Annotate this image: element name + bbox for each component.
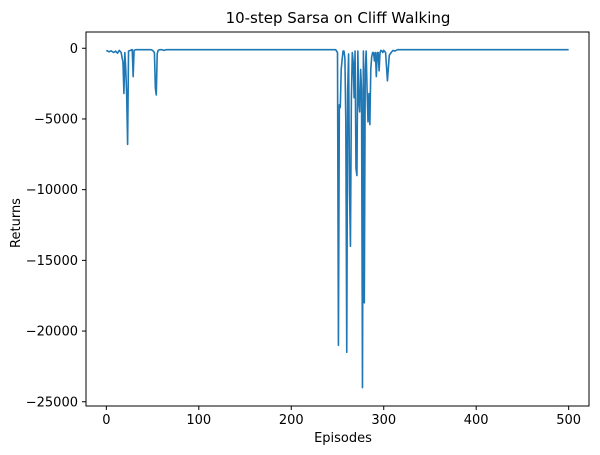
y-tick-label: −5000 — [34, 112, 78, 127]
series-layer — [105, 48, 569, 389]
chart-title: 10-step Sarsa on Cliff Walking — [226, 9, 451, 27]
x-tick-label: 0 — [102, 413, 110, 428]
x-tick-label: 200 — [279, 413, 304, 428]
y-tick-label: 0 — [70, 42, 78, 57]
x-tick-label: 300 — [371, 413, 396, 428]
x-tick-label: 500 — [556, 413, 581, 428]
series-line-0 — [105, 48, 569, 389]
y-axis: 0 −5000 −10000 −15000 −20000 −25000 — [26, 42, 86, 410]
plot-frame — [85, 31, 590, 407]
x-axis: 0 100 200 300 400 500 — [102, 406, 581, 428]
y-tick-label: −25000 — [26, 395, 78, 410]
y-tick-label: −15000 — [26, 254, 78, 269]
y-tick-label: −10000 — [26, 183, 78, 198]
x-tick-label: 400 — [464, 413, 489, 428]
plot-area — [85, 31, 590, 407]
y-axis-label: Returns — [9, 198, 24, 248]
y-tick-label: −20000 — [26, 325, 78, 340]
x-axis-label: Episodes — [314, 431, 372, 446]
x-tick-label: 100 — [186, 413, 211, 428]
